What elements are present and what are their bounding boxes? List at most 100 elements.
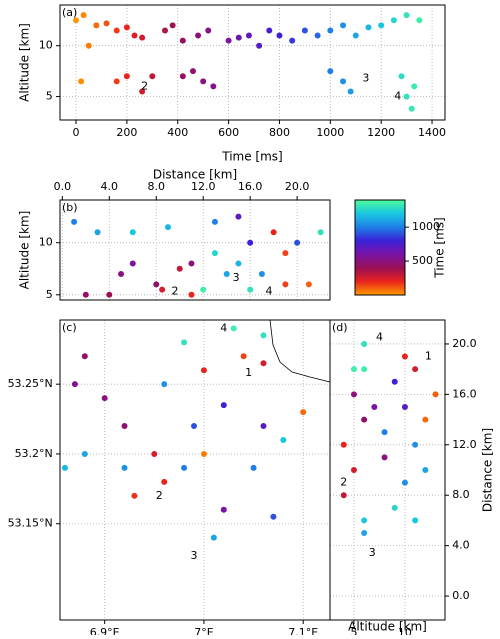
point bbox=[93, 22, 100, 29]
point bbox=[401, 353, 408, 360]
point bbox=[260, 332, 267, 339]
point bbox=[280, 437, 287, 443]
annotation: 4 bbox=[376, 331, 383, 344]
point bbox=[78, 78, 85, 85]
x-tick-label: 6.9°E bbox=[90, 626, 120, 635]
x-tick-label: 7°E bbox=[194, 626, 213, 635]
point bbox=[371, 403, 378, 410]
point bbox=[153, 281, 160, 288]
y-tick-label: 53.2°N bbox=[15, 447, 53, 460]
colorbar-label: Time [ms] bbox=[433, 217, 447, 279]
x-tick-label: 0.0 bbox=[54, 180, 72, 193]
point bbox=[161, 381, 168, 388]
x-tick-label: 600 bbox=[218, 126, 239, 139]
point bbox=[403, 12, 410, 19]
point bbox=[61, 464, 68, 471]
point bbox=[270, 513, 277, 520]
point bbox=[200, 286, 207, 293]
point bbox=[113, 27, 120, 34]
y-tick-label: 5 bbox=[46, 90, 53, 103]
point bbox=[289, 37, 296, 44]
point bbox=[81, 450, 88, 457]
annotation: 2 bbox=[172, 285, 179, 298]
point bbox=[422, 467, 429, 473]
annotation: 3 bbox=[362, 71, 369, 84]
annotation: 4 bbox=[394, 90, 401, 103]
point bbox=[350, 366, 357, 373]
axes-frame bbox=[59, 319, 331, 621]
point bbox=[361, 366, 368, 373]
colorbar-tick-label: 1000 bbox=[412, 220, 440, 233]
point bbox=[225, 37, 232, 44]
x-tick-label: 1000 bbox=[316, 126, 344, 139]
y-axis-label: Altitude [km] bbox=[18, 211, 32, 290]
point bbox=[340, 22, 347, 29]
axes-frame bbox=[59, 4, 446, 121]
point bbox=[347, 88, 354, 95]
point bbox=[162, 27, 169, 34]
point bbox=[210, 83, 217, 90]
x-tick-label: 200 bbox=[116, 126, 137, 139]
point bbox=[139, 34, 146, 41]
x-tick-label: 16.0 bbox=[238, 180, 263, 193]
point bbox=[381, 429, 388, 436]
point bbox=[247, 239, 254, 246]
point bbox=[179, 37, 186, 44]
annotation: 2 bbox=[156, 489, 163, 502]
point bbox=[403, 93, 410, 100]
point bbox=[412, 517, 419, 524]
annotation: 4 bbox=[220, 321, 227, 334]
point bbox=[365, 24, 372, 31]
x-axis-label: Distance [km] bbox=[153, 168, 237, 182]
point bbox=[401, 479, 408, 486]
point bbox=[270, 229, 277, 236]
point bbox=[131, 492, 138, 499]
point bbox=[80, 12, 87, 19]
point bbox=[245, 32, 252, 39]
point bbox=[113, 78, 120, 85]
x-tick-label: 20.0 bbox=[285, 180, 310, 193]
annotation: 2 bbox=[141, 79, 148, 92]
y-tick-label: 8.0 bbox=[452, 488, 470, 501]
axes-frame bbox=[329, 319, 446, 621]
point bbox=[71, 381, 78, 388]
point bbox=[247, 286, 254, 293]
y-axis-label: Altitude [km] bbox=[18, 23, 32, 102]
annotation: 1 bbox=[425, 350, 432, 363]
point bbox=[266, 27, 273, 34]
point bbox=[350, 467, 357, 473]
annotation: 2 bbox=[340, 476, 347, 489]
point bbox=[305, 281, 312, 288]
panel-label: (a) bbox=[62, 6, 77, 19]
y-tick-label: 20.0 bbox=[452, 337, 477, 350]
point bbox=[412, 441, 419, 448]
panel-label: (b) bbox=[62, 201, 78, 214]
point bbox=[235, 34, 242, 41]
y-tick-label: 0.0 bbox=[452, 589, 470, 602]
point bbox=[361, 530, 368, 537]
point bbox=[240, 353, 247, 360]
point bbox=[416, 17, 423, 24]
point bbox=[361, 416, 368, 423]
point bbox=[211, 250, 218, 257]
x-tick-label: 4.0 bbox=[101, 180, 119, 193]
point bbox=[401, 403, 408, 410]
point bbox=[391, 504, 398, 511]
y-tick-label: 53.25°N bbox=[8, 377, 53, 390]
x-tick-label: 12.0 bbox=[191, 180, 216, 193]
point bbox=[85, 42, 92, 49]
x-axis-label: Altitude [km] bbox=[348, 620, 427, 634]
y-tick-label: 12.0 bbox=[452, 438, 477, 451]
point bbox=[176, 265, 183, 272]
y-tick-label: 16.0 bbox=[452, 387, 477, 400]
annotation: 3 bbox=[233, 271, 240, 284]
point bbox=[151, 450, 158, 457]
point bbox=[432, 391, 439, 398]
x-tick-label: 8.0 bbox=[148, 180, 166, 193]
point bbox=[260, 360, 267, 367]
point bbox=[390, 17, 397, 24]
point bbox=[391, 378, 398, 385]
point bbox=[294, 239, 301, 246]
point bbox=[282, 250, 289, 257]
point bbox=[191, 423, 198, 430]
